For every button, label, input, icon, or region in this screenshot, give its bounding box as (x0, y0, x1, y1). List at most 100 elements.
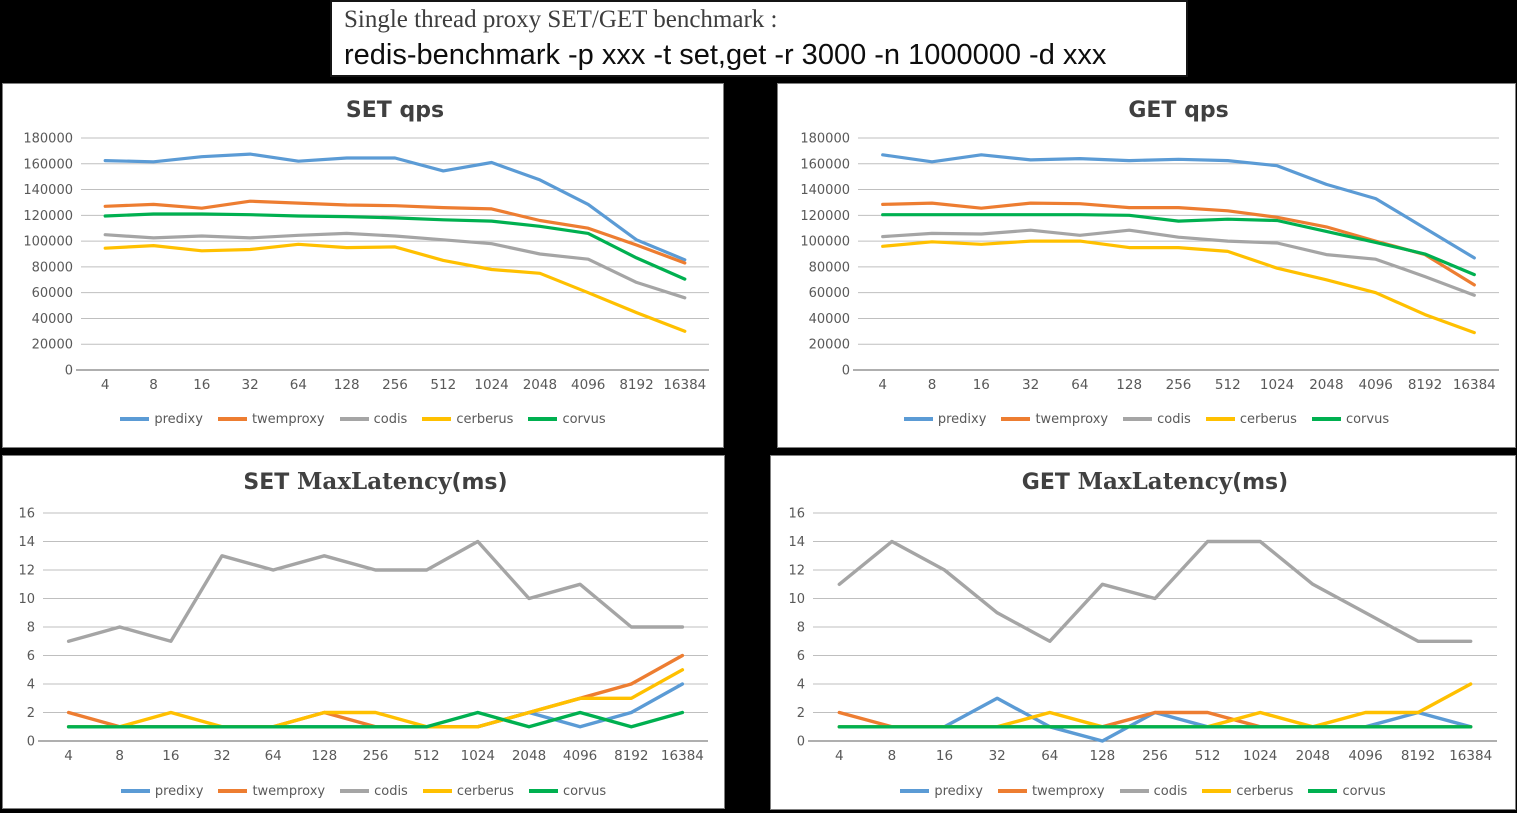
legend-swatch-cerberus (1202, 789, 1232, 793)
x-tick-label: 8192 (619, 377, 653, 393)
legend-swatch-cerberus (422, 789, 452, 793)
x-tick-label: 4 (64, 748, 73, 764)
y-tick-label: 60000 (809, 286, 850, 301)
chart-title: SET MaxLatency(ms) (243, 468, 507, 495)
x-tick-label: 8192 (614, 748, 648, 764)
x-axis-labels: 4 8 16 32 64 128 256 512 1024 2048 4096 8192 16384 (64, 748, 704, 764)
y-tick-label: 10 (18, 592, 35, 607)
x-tick-label: 64 (1071, 377, 1088, 393)
y-tick-label: 100000 (23, 235, 73, 250)
x-axis-labels: 4 8 16 32 64 128 256 512 1024 2048 4096 8192 16384 (101, 377, 706, 393)
y-tick-label: 160000 (800, 157, 850, 172)
benchmark-title-box: Single thread proxy SET/GET benchmark : … (330, 0, 1188, 77)
y-axis-labels: 0 2 4 6 8 10 12 14 16 (18, 507, 35, 750)
legend-swatch-predixy (900, 789, 930, 793)
series-line-cerberus (837, 682, 1473, 729)
series-line-codis (837, 539, 1473, 644)
y-tick-label: 2 (797, 706, 805, 721)
x-tick-label: 64 (265, 748, 282, 764)
legend-swatch-codis (1123, 417, 1153, 421)
legend-item-corvus: corvus (1308, 784, 1386, 799)
x-tick-label: 8 (928, 377, 937, 393)
legend-swatch-corvus (1311, 417, 1341, 421)
legend-swatch-codis (1119, 789, 1149, 793)
legend-label-codis: codis (1157, 411, 1191, 427)
series-line-corvus (66, 710, 685, 729)
legend-label-twemproxy: twemproxy (1031, 783, 1105, 799)
series-line-predixy (103, 152, 687, 262)
x-tick-label: 4096 (1359, 377, 1393, 393)
legend-item-codis: codis (1123, 412, 1191, 427)
chart-panel-get-maxlatency: GET MaxLatency(ms) 0 2 4 6 8 10 12 14 16 4 8 16 32 64 1… (770, 455, 1516, 810)
legend-label-twemproxy: twemproxy (252, 783, 326, 799)
x-tick-label: 128 (334, 377, 360, 393)
x-tick-label: 4 (878, 377, 887, 393)
y-axis-labels: 0 20000 40000 60000 80000 100000 120000 140000 1… (23, 132, 73, 379)
x-tick-label: 16 (973, 377, 990, 393)
legend-label-codis: codis (373, 411, 408, 427)
legend-swatch-predixy (120, 417, 150, 421)
legend-item-cerberus: cerberus (1202, 784, 1293, 799)
legend-swatch-corvus (1308, 789, 1338, 793)
legend-label-cerberus: cerberus (456, 783, 514, 799)
x-tick-label: 32 (213, 748, 230, 764)
x-tick-label: 32 (989, 748, 1006, 764)
legend-swatch-corvus (528, 789, 558, 793)
x-tick-label: 2048 (523, 377, 557, 393)
x-tick-label: 16384 (1449, 748, 1492, 764)
y-tick-label: 4 (797, 678, 805, 693)
x-tick-label: 32 (1022, 377, 1039, 393)
legend-label-codis: codis (374, 783, 408, 799)
legend-item-predixy: predixy (120, 412, 203, 427)
legend-swatch-twemproxy (217, 417, 247, 421)
y-tick-label: 80000 (32, 260, 73, 275)
x-tick-label: 128 (1090, 748, 1116, 764)
y-tick-label: 80000 (809, 260, 850, 275)
y-tick-label: 160000 (23, 157, 73, 172)
chart-title: GET MaxLatency(ms) (1022, 468, 1288, 495)
legend-label-twemproxy: twemproxy (1035, 411, 1109, 427)
y-axis-labels: 0 20000 40000 60000 80000 100000 120000 140000 1… (800, 132, 850, 379)
gridlines (76, 137, 709, 371)
y-tick-label: 8 (27, 621, 35, 636)
y-tick-label: 100000 (800, 235, 850, 250)
gridlines (808, 512, 1497, 742)
y-tick-label: 14 (788, 535, 805, 550)
y-tick-label: 0 (797, 735, 805, 750)
x-tick-label: 256 (382, 377, 408, 393)
legend-item-cerberus: cerberus (422, 783, 514, 799)
x-tick-label: 16 (162, 748, 179, 764)
legend-label-corvus: corvus (562, 411, 606, 427)
legend-swatch-twemproxy (218, 789, 248, 793)
x-tick-label: 8192 (1408, 377, 1442, 393)
legend-swatch-twemproxy (1001, 417, 1031, 421)
x-tick-label: 1024 (461, 748, 495, 764)
x-tick-label: 512 (430, 377, 456, 393)
legend-label-twemproxy: twemproxy (251, 411, 325, 427)
x-tick-label: 512 (1215, 377, 1241, 393)
legend-label-predixy: predixy (154, 411, 203, 427)
legend-item-corvus: corvus (1311, 412, 1389, 427)
legend-item-cerberus: cerberus (422, 412, 513, 427)
x-tick-label: 8 (888, 748, 897, 764)
legend-swatch-corvus (528, 417, 558, 421)
series-line-codis (881, 228, 1476, 297)
series-line-codis (66, 539, 685, 644)
series-line-codis (103, 231, 687, 300)
legend-item-predixy: predixy (903, 411, 987, 427)
x-tick-label: 4 (101, 377, 110, 393)
x-tick-label: 32 (242, 377, 259, 393)
x-tick-label: 64 (290, 377, 307, 393)
x-tick-label: 256 (1166, 377, 1192, 393)
legend-swatch-cerberus (1205, 417, 1235, 421)
series-line-cerberus (66, 668, 685, 729)
chart-panel-get-qps: GET qps 0 20000 40000 60000 80000 100000 120000… (777, 83, 1516, 448)
x-tick-label: 1024 (1243, 748, 1277, 764)
legend-label-predixy: predixy (937, 411, 987, 427)
benchmark-title-line: Single thread proxy SET/GET benchmark : (344, 6, 778, 33)
legend-label-cerberus: cerberus (1236, 783, 1294, 799)
set-latency-plot-svg: SET MaxLatency(ms) 0 2 4 6 8 10 12 14 16 4 8 16 32 64 1… (18, 468, 708, 764)
gridlines (38, 512, 708, 742)
chart-title: SET qps (346, 98, 444, 123)
y-tick-label: 20000 (32, 338, 73, 353)
